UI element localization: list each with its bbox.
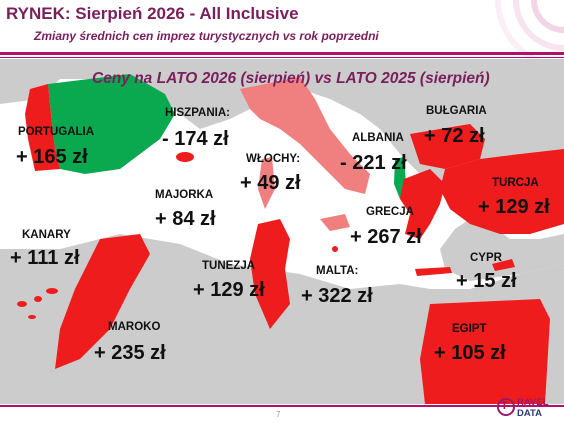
- region-morocco: [55, 234, 150, 369]
- label-albania: ALBANIA: [352, 132, 404, 144]
- region-greece: [400, 169, 445, 239]
- region-egypt: [420, 299, 550, 404]
- logo-ring: [497, 398, 515, 416]
- logo-text-top: RAVEL: [517, 397, 549, 408]
- header-divider: [0, 52, 564, 55]
- label-egypt: EGIPT: [452, 323, 487, 335]
- region-tunisia: [250, 219, 290, 329]
- region-portugal: [25, 84, 60, 171]
- logo-letter: T: [501, 400, 508, 412]
- region-crete: [415, 267, 452, 276]
- page-number: 7: [276, 410, 281, 419]
- value-egypt: + 105 zł: [434, 342, 506, 364]
- slide-title: RYNEK: Sierpień 2026 - All Inclusive: [6, 4, 299, 23]
- region-bulgaria: [410, 124, 485, 169]
- header-divider-thin: [0, 57, 564, 58]
- value-canary: + 111 zł: [10, 247, 80, 269]
- value-turkey: + 129 zł: [478, 196, 550, 218]
- value-spain: - 174 zł: [162, 128, 229, 150]
- logo-text-bottom: DATA: [517, 408, 542, 419]
- label-turkey: TURCJA: [492, 177, 539, 189]
- label-malta: MALTA:: [316, 265, 359, 277]
- region-malta: [332, 246, 338, 252]
- region-canary: [17, 288, 58, 319]
- region-sicily: [320, 214, 350, 231]
- region-majorca: [176, 152, 194, 162]
- region-spain: [48, 74, 175, 174]
- slide-subtitle: Zmiany średnich cen imprez turystycznych…: [34, 29, 379, 43]
- label-majorca: MAJORKA: [155, 189, 214, 201]
- label-canary: KANARY: [22, 229, 71, 241]
- label-italy: WŁOCHY:: [246, 153, 301, 165]
- value-greece: + 267 zł: [350, 226, 422, 248]
- region-sardinia: [258, 157, 275, 209]
- label-tunisia: TUNEZJA: [202, 260, 256, 272]
- value-portugal: + 165 zł: [16, 146, 88, 168]
- region-turkey: [440, 149, 564, 234]
- map: Ceny na LATO 2026 (sierpień) vs LATO 202…: [0, 59, 564, 404]
- value-morocco: + 235 zł: [94, 342, 166, 364]
- travel-data-logo: T RAVEL DATA: [495, 396, 561, 421]
- region-italy: [240, 77, 370, 194]
- label-morocco: MAROKO: [108, 321, 161, 333]
- value-italy: + 49 zł: [240, 172, 301, 194]
- footer-divider: [0, 405, 564, 407]
- label-bulgaria: BUŁGARIA: [426, 105, 487, 117]
- value-majorca: + 84 zł: [155, 208, 216, 230]
- label-spain: HISZPANIA:: [165, 107, 230, 119]
- value-bulgaria: + 72 zł: [424, 125, 485, 147]
- value-albania: - 221 zł: [340, 152, 407, 174]
- value-cyprus: + 15 zł: [456, 270, 517, 292]
- label-cyprus: CYPR: [470, 252, 502, 264]
- region-cyprus: [492, 259, 515, 271]
- map-canvas: [0, 59, 564, 404]
- label-greece: GRECJA: [366, 206, 414, 218]
- label-portugal: PORTUGALIA: [18, 126, 95, 138]
- map-title: Ceny na LATO 2026 (sierpień) vs LATO 202…: [92, 70, 490, 87]
- value-malta: + 322 zł: [301, 285, 373, 307]
- value-tunisia: + 129 zł: [193, 279, 265, 301]
